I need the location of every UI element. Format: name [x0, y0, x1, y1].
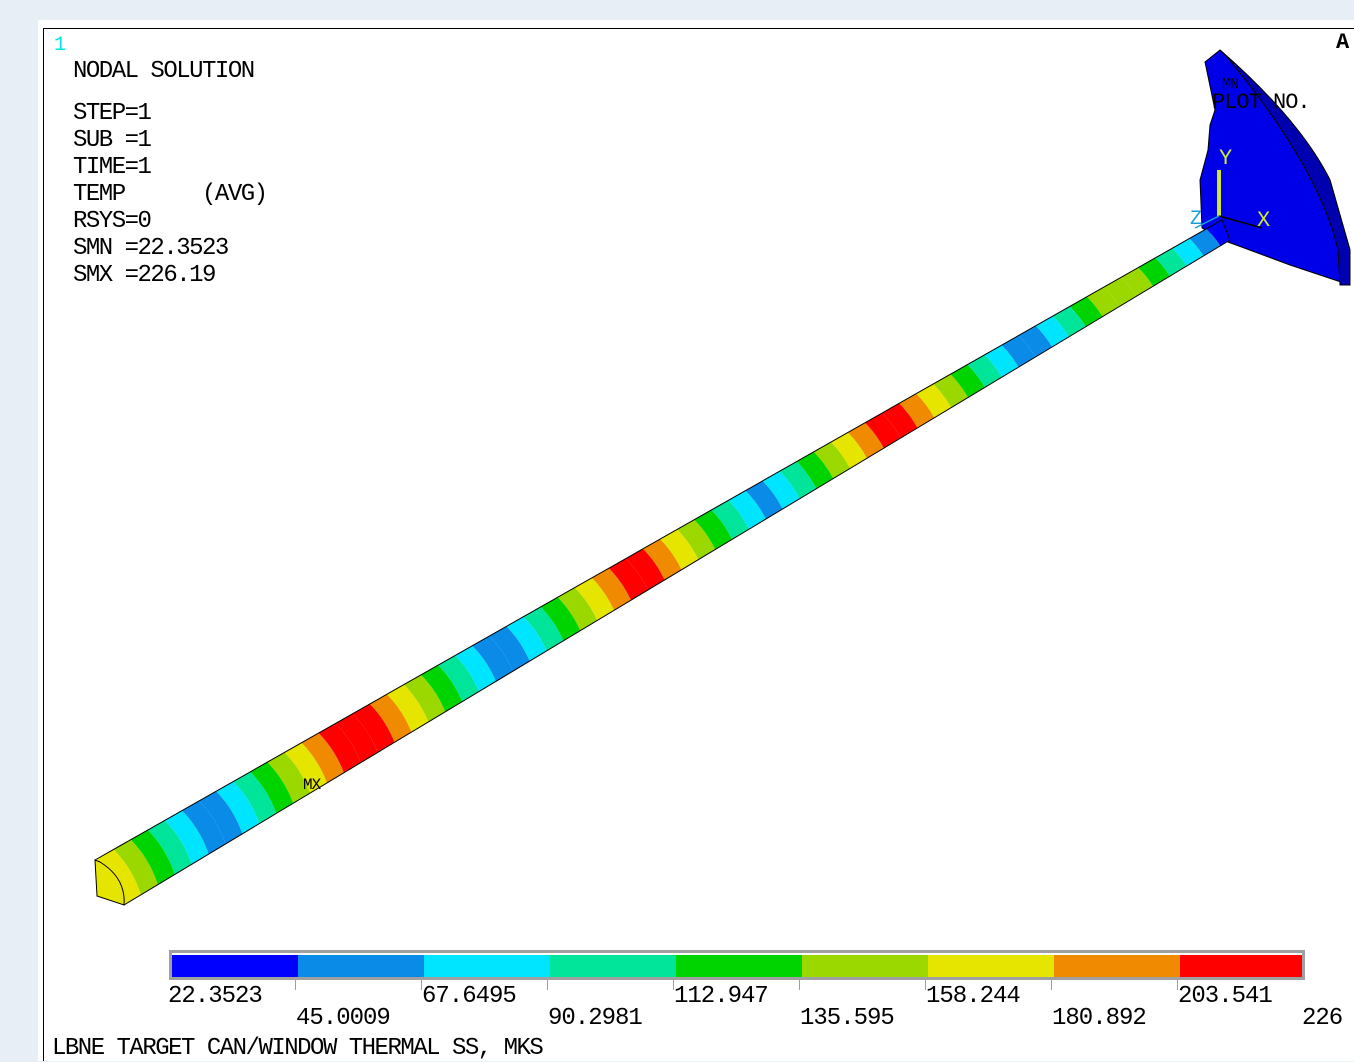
- corner-label: A: [1336, 30, 1350, 55]
- legend-swatch-2: [298, 955, 424, 977]
- legend-tick: [925, 980, 926, 990]
- window-flange-edge: [1219, 49, 1351, 286]
- legend-swatch-6: [802, 955, 928, 977]
- legend-label-5: 112.947: [674, 983, 769, 1010]
- legend-swatch-3: [424, 955, 550, 977]
- legend-tick: [295, 980, 296, 990]
- rod-contour-band: [345, 696, 399, 763]
- plot-border: [43, 28, 1354, 1061]
- rod-contour-band: [157, 803, 211, 870]
- info-sub: SUB =1: [73, 127, 152, 154]
- rod-contour-band: [123, 822, 177, 889]
- legend-label-6: 135.595: [800, 1005, 895, 1032]
- legend-label-8: 180.892: [1052, 1005, 1147, 1032]
- rod-contour-band: [242, 755, 296, 821]
- legend-swatch-4: [550, 955, 676, 977]
- contour-legend: [169, 950, 1305, 980]
- rod-contour-band: [208, 774, 262, 841]
- rod-contour-band: [362, 687, 416, 753]
- axis-z-line: [1194, 215, 1220, 229]
- legend-swatch-5: [676, 955, 802, 977]
- legend-tick: [799, 980, 800, 990]
- rod-contour-band: [225, 764, 279, 831]
- rod-contour-band: [328, 706, 382, 773]
- rod-contour-band: [191, 784, 245, 850]
- solution-info: NODAL SOLUTION STEP=1 SUB =1 TIME=1 TEMP…: [73, 58, 268, 289]
- rod-contour-band: [293, 725, 347, 792]
- legend-swatch-9: [1180, 955, 1302, 977]
- axis-x-label: X: [1257, 208, 1271, 233]
- info-time: TIME=1: [73, 154, 152, 181]
- window-number: 1: [54, 34, 67, 57]
- info-smx: SMX =226.19: [73, 262, 216, 289]
- max-marker: MX: [303, 776, 321, 794]
- rod-contour-band: [276, 735, 330, 802]
- info-smn: SMN =22.3523: [73, 235, 229, 262]
- rod-contour-band: [259, 745, 313, 812]
- legend-label-2: 45.0009: [296, 1005, 391, 1032]
- axis-z-label: Z: [1190, 208, 1203, 231]
- legend-label-4: 90.2981: [548, 1005, 643, 1032]
- legend-label-1: 22.3523: [168, 983, 263, 1010]
- legend-tick: [1177, 980, 1178, 990]
- legend-label-9: 203.541: [1178, 983, 1273, 1010]
- plot-caption: LBNE TARGET CAN/WINDOW THERMAL SS, MKS: [52, 1035, 544, 1062]
- info-result-type: TEMP (AVG): [73, 181, 268, 208]
- legend-tick: [421, 980, 422, 990]
- legend-label-7: 158.244: [926, 983, 1021, 1010]
- legend-label-10: 226: [1302, 1005, 1343, 1032]
- legend-tick: [1051, 980, 1052, 990]
- legend-tick: [547, 980, 548, 990]
- rod-contour-band: [379, 677, 433, 744]
- legend-swatch-7: [928, 955, 1054, 977]
- axis-x-line: [1218, 215, 1263, 229]
- plot-number-label: PLOT NO.: [1212, 90, 1311, 115]
- rod-bands: [95, 220, 1230, 905]
- legend-outline: [169, 950, 1305, 980]
- rod-contour-band: [174, 793, 228, 860]
- rod-contour-band: [140, 813, 194, 879]
- rod-contour-band: [310, 716, 365, 782]
- legend-label-3: 67.6495: [422, 983, 517, 1010]
- info-step: STEP=1: [73, 100, 152, 127]
- min-marker: MN: [1222, 76, 1239, 93]
- axis-y-label: Y: [1219, 146, 1233, 171]
- legend-tick: [673, 980, 674, 990]
- legend-swatch-8: [1054, 955, 1180, 977]
- legend-swatch-1: [172, 955, 298, 977]
- rod-end-cap: [94, 859, 125, 906]
- info-rsys: RSYS=0: [73, 208, 152, 235]
- solution-title: NODAL SOLUTION: [73, 58, 255, 85]
- rod-contour-band: [106, 832, 160, 899]
